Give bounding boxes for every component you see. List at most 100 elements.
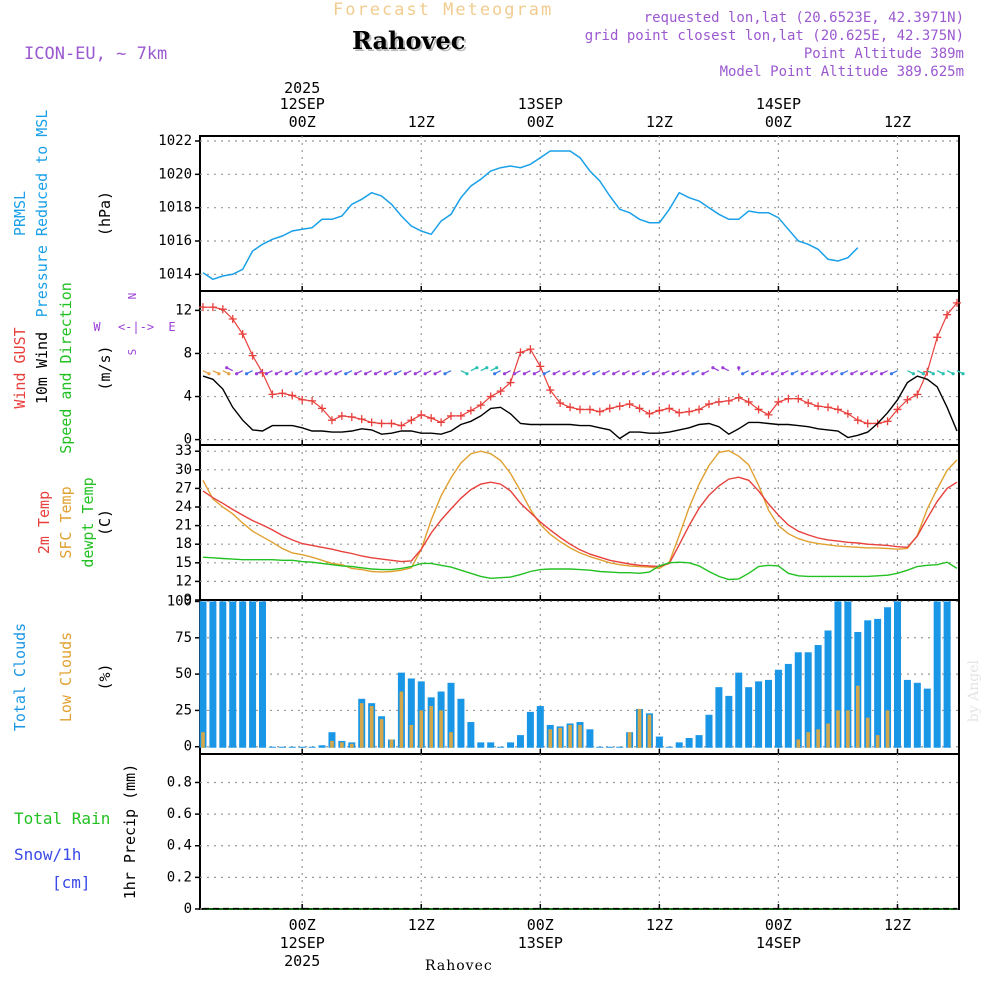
compass-n: N <box>126 293 139 300</box>
gust-marker <box>367 418 376 427</box>
total-clouds-bar <box>864 620 872 748</box>
gust-marker <box>804 399 813 407</box>
y-tick-label: 0.2 <box>167 869 192 885</box>
pressure-line <box>202 150 859 281</box>
gust-marker <box>893 405 902 414</box>
panel-frame <box>199 753 960 910</box>
wind-direction-arrowhead <box>889 372 894 376</box>
wind-direction-arrowhead <box>225 366 229 370</box>
gust-marker <box>298 395 307 404</box>
compass-w: W <box>93 320 101 334</box>
gust-marker <box>883 417 892 426</box>
total-clouds-bar <box>903 679 911 748</box>
gust-marker <box>695 405 704 414</box>
top-time-label: 00Z <box>289 113 316 131</box>
gust-marker <box>734 393 743 402</box>
total-clouds-bar <box>407 678 415 748</box>
gust-marker <box>486 392 495 401</box>
gust-marker <box>903 395 912 404</box>
low-clouds-bar <box>578 724 582 748</box>
y-axis-label: Pressure Reduced to MSL <box>33 110 51 318</box>
gust-marker <box>496 387 505 396</box>
total-clouds-bar <box>229 601 237 748</box>
y-tick-label: 75 <box>175 630 192 646</box>
gust-marker <box>754 405 763 414</box>
y-axis-unit: (hPa) <box>96 191 114 236</box>
gust-marker <box>526 345 535 354</box>
bottom-time-label: 00Z <box>289 916 316 934</box>
bottom-date-label: 12SEP <box>280 934 325 952</box>
gust-marker <box>506 378 515 387</box>
y-tick-label: 0.8 <box>167 774 192 790</box>
total-clouds-bar <box>467 722 475 748</box>
gust-marker <box>824 403 833 412</box>
wind-direction-arrowhead <box>750 372 755 376</box>
station-title: Rahovec <box>352 26 466 55</box>
total-clouds-bar <box>735 672 743 748</box>
total-clouds-bar <box>765 679 773 748</box>
gust-marker <box>536 362 545 371</box>
low-clouds-bar <box>449 732 453 748</box>
total-clouds-bar <box>923 688 931 748</box>
total-clouds-bar <box>457 698 465 748</box>
y-tick-label: 1020 <box>158 166 192 182</box>
low-clouds-bar <box>875 735 880 748</box>
gust-marker <box>456 411 465 420</box>
total-clouds-bar <box>884 607 892 748</box>
wind-direction-arrowhead <box>522 372 526 376</box>
gust-marker <box>585 405 594 414</box>
panel-1 <box>195 135 960 292</box>
wind-direction-arrowhead <box>860 372 864 376</box>
top-time-label: 12Z <box>646 113 673 131</box>
wind-direction-arrowhead <box>941 372 945 376</box>
gust-marker <box>744 397 753 406</box>
total-clouds-bar <box>675 742 683 748</box>
wind-direction-arrowhead <box>443 372 447 376</box>
low-clouds-bar <box>865 717 870 748</box>
gust-marker <box>714 397 723 406</box>
wind-direction-arrowhead <box>870 372 874 376</box>
low-clouds-bar <box>647 714 652 748</box>
gust-marker <box>308 396 317 405</box>
top-year-label: 2025 <box>284 79 320 97</box>
total-clouds-bar <box>259 601 267 748</box>
y-tick-label: 4 <box>184 389 192 405</box>
wind-direction-arrowhead <box>532 372 536 376</box>
y-tick-label: 0.4 <box>167 838 192 854</box>
total-clouds-bar <box>209 601 217 748</box>
wind-direction-arrowhead <box>264 372 269 376</box>
low-clouds-bar <box>856 685 860 748</box>
total-clouds-bar <box>477 742 485 748</box>
y-axis-unit: (%) <box>96 663 114 690</box>
total-clouds-bar <box>447 682 455 748</box>
grid-point-coords: grid point closest lon,lat (20.625E, 42.… <box>584 28 964 44</box>
gust-marker <box>238 330 247 339</box>
product-title: Forecast Meteogram <box>333 0 554 20</box>
gust-marker <box>913 390 922 399</box>
gust-marker <box>407 416 416 425</box>
gust-marker <box>794 394 803 403</box>
wind-direction-arrowhead <box>951 372 955 376</box>
wind-direction-arrowhead <box>879 372 884 376</box>
bottom-date-label: 13SEP <box>518 934 563 952</box>
y-axis-label: 10m Wind <box>33 332 51 404</box>
total-clouds-bar <box>705 714 713 748</box>
precip-axis-label: 1hr Precip (mm) <box>121 764 139 899</box>
total-clouds-bar <box>249 601 257 748</box>
gust-marker <box>635 404 644 413</box>
y-tick-label: 1014 <box>158 266 192 282</box>
top-time-label: 12Z <box>884 113 911 131</box>
top-time-label: 00Z <box>765 113 792 131</box>
wind-direction-arrowhead <box>602 372 606 376</box>
y-axis-label: Speed and Direction <box>57 282 75 454</box>
y-axis-label: Wind GUST <box>11 327 29 408</box>
panel-5 <box>195 753 960 910</box>
total-clouds-bar <box>268 746 276 748</box>
wind-direction-arrowhead <box>840 372 844 376</box>
low-clouds-bar <box>379 719 384 748</box>
wind-direction-arrowhead <box>721 366 725 370</box>
low-clouds-bar <box>439 710 443 748</box>
gust-marker <box>198 303 207 312</box>
gust-marker <box>437 418 446 427</box>
gust-marker <box>685 407 694 416</box>
